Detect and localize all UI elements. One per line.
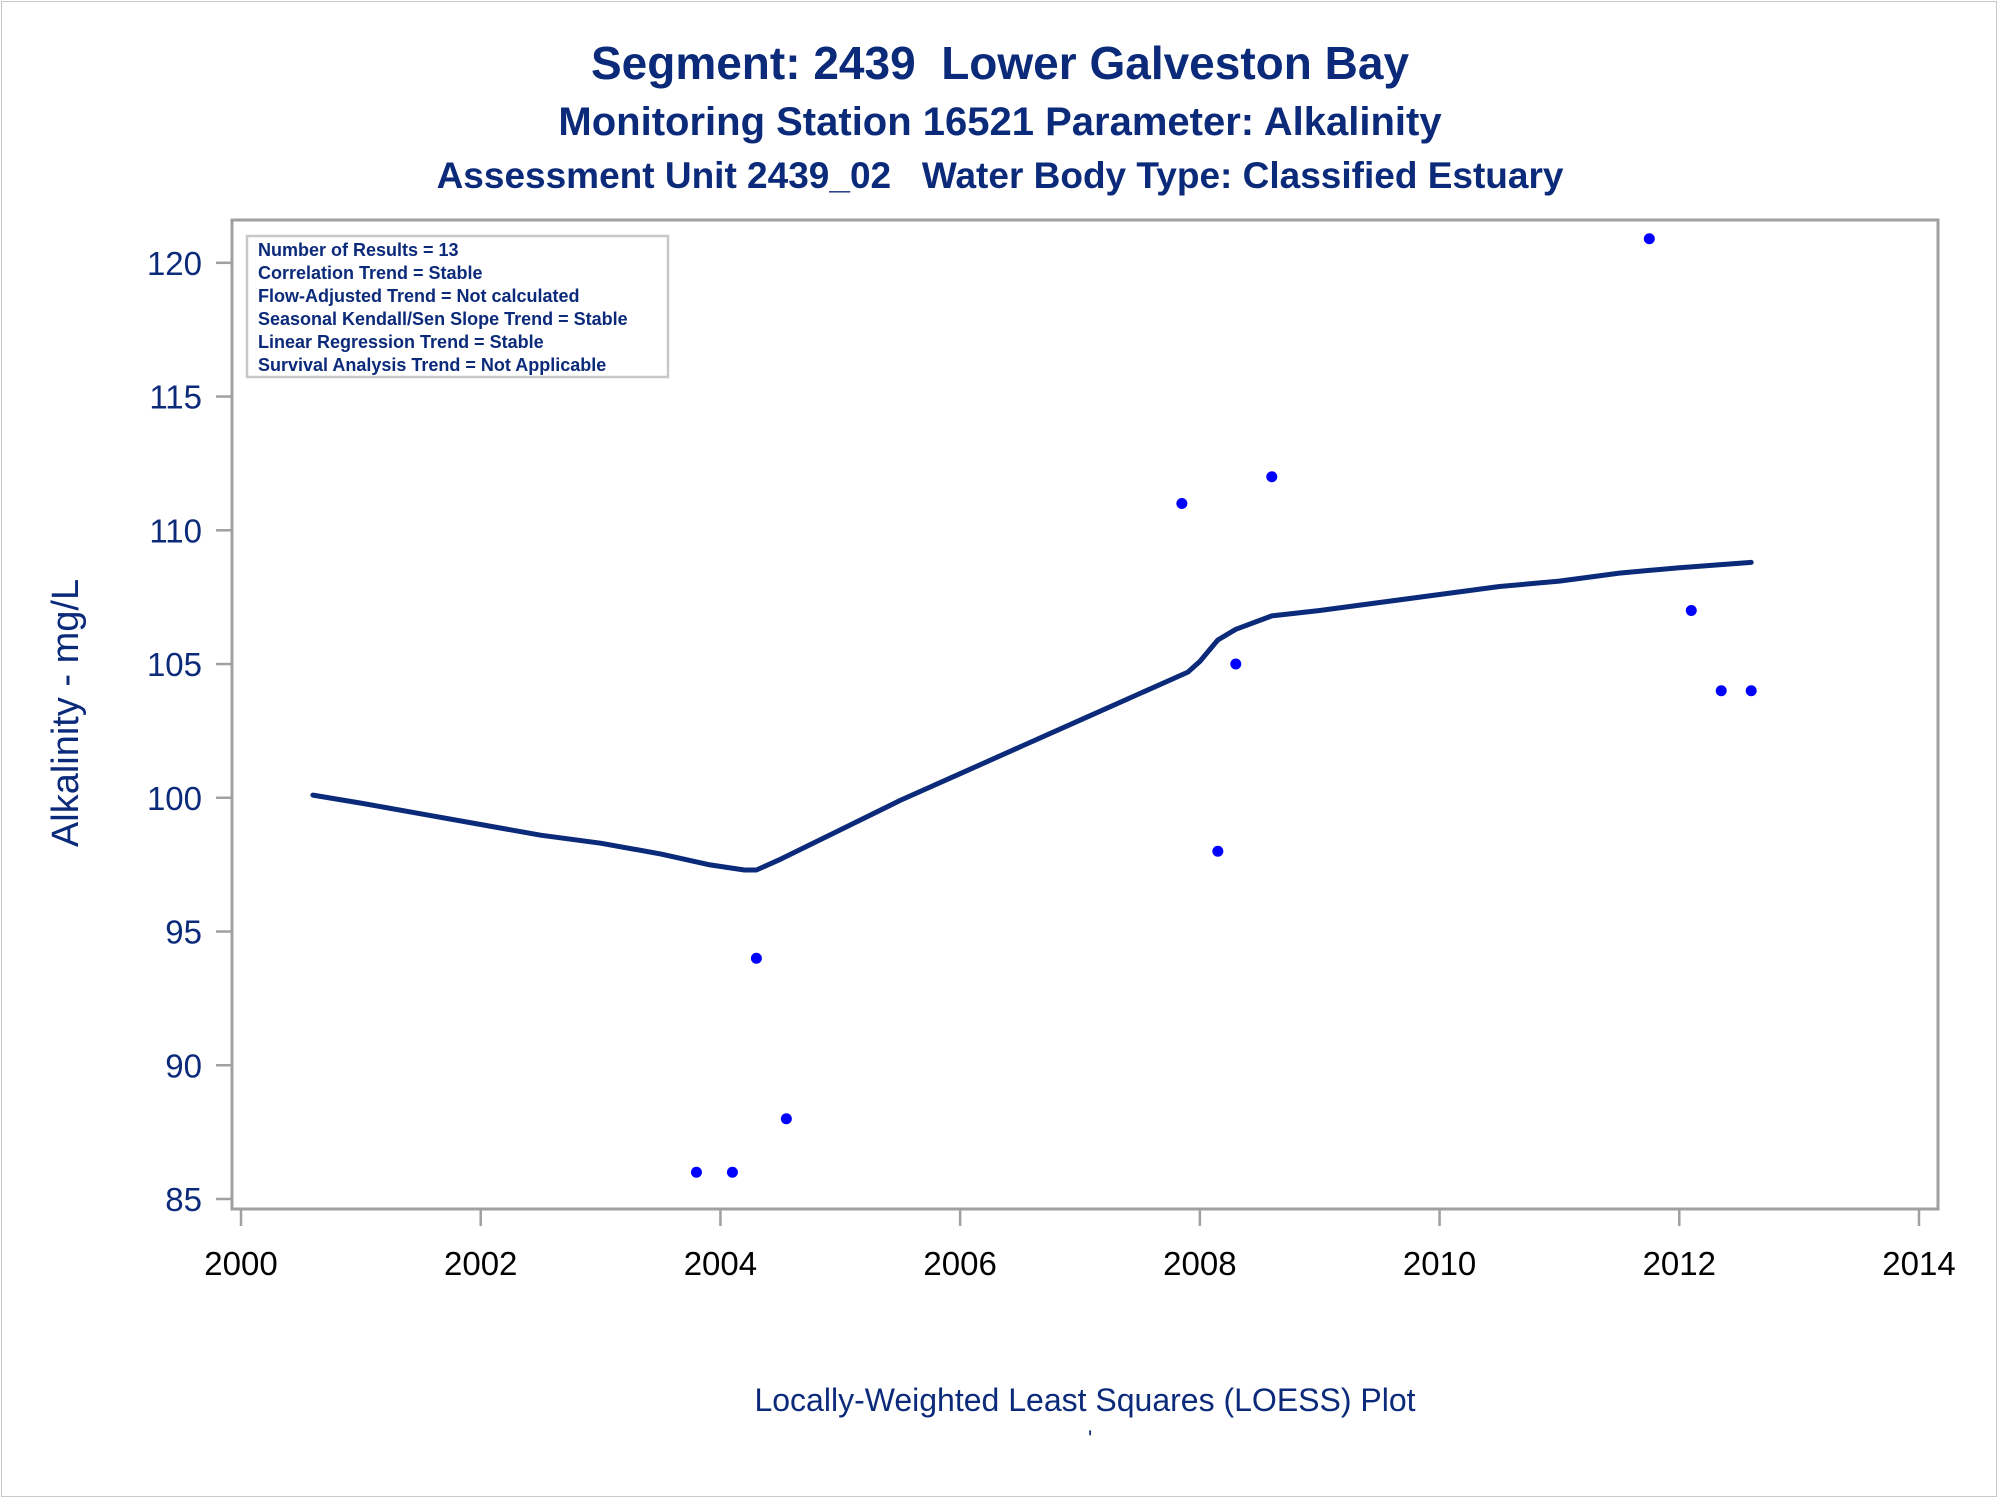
data-point xyxy=(1176,498,1188,510)
x-tick-label: 2010 xyxy=(1403,1245,1476,1282)
data-point xyxy=(1685,605,1697,617)
stats-line: Number of Results = 13 xyxy=(258,240,459,260)
footnote: Locally-Weighted Least Squares (LOESS) P… xyxy=(754,1382,1416,1418)
x-tick-label: 2002 xyxy=(444,1245,517,1282)
stats-line: Linear Regression Trend = Stable xyxy=(258,332,544,352)
y-tick-label: 120 xyxy=(147,245,202,282)
data-point xyxy=(1745,685,1757,697)
x-tick-label: 2006 xyxy=(923,1245,996,1282)
x-tick-label: 2014 xyxy=(1882,1245,1955,1282)
data-point xyxy=(1715,685,1727,697)
stats-line: Seasonal Kendall/Sen Slope Trend = Stabl… xyxy=(258,309,628,329)
x-tick-label: 2004 xyxy=(684,1245,757,1282)
data-point xyxy=(750,952,762,964)
stats-line: Flow-Adjusted Trend = Not calculated xyxy=(258,286,580,306)
y-axis-label: Alkalinity - mg/L xyxy=(45,579,87,847)
y-tick-label: 100 xyxy=(147,780,202,817)
x-axis: 2000 2002 2004 2006 2008 2010 2012 2014 xyxy=(204,1209,1956,1282)
y-tick-label: 105 xyxy=(147,646,202,683)
y-tick-label: 110 xyxy=(149,512,202,549)
stats-box: Number of Results = 13 Correlation Trend… xyxy=(245,234,670,379)
scatter-series xyxy=(307,233,1757,1178)
x-tick-label: 2000 xyxy=(204,1245,277,1282)
chart-subtitle-station: Monitoring Station 16521 Parameter: Alka… xyxy=(558,100,1442,144)
y-axis: 85 90 95 100 105 110 115 120 xyxy=(147,245,232,1218)
footnote-mark: ' xyxy=(1088,1426,1093,1451)
y-tick-label: 115 xyxy=(149,379,202,416)
stats-box-border xyxy=(245,234,670,379)
stats-line: Survival Analysis Trend = Not Applicable xyxy=(258,355,606,375)
data-point xyxy=(1230,658,1242,670)
data-point xyxy=(1212,845,1224,857)
stats-line: Correlation Trend = Stable xyxy=(258,263,483,283)
chart-title: Segment: 2439 Lower Galveston Bay xyxy=(590,37,1410,89)
loess-line xyxy=(310,559,1754,873)
data-point xyxy=(1266,471,1278,483)
data-point xyxy=(780,1113,792,1125)
x-tick-label: 2008 xyxy=(1163,1245,1236,1282)
y-tick-label: 95 xyxy=(165,914,202,951)
y-tick-label: 85 xyxy=(165,1181,202,1218)
data-point xyxy=(1643,233,1655,245)
x-tick-label: 2012 xyxy=(1643,1245,1716,1282)
loess-line-series xyxy=(310,559,1754,873)
data-point xyxy=(726,1166,738,1178)
data-point xyxy=(690,1166,702,1178)
chart-subtitle-assessment: Assessment Unit 2439_02 Water Body Type:… xyxy=(436,155,1564,196)
plot-area-border xyxy=(230,218,1940,1211)
y-tick-label: 90 xyxy=(165,1047,202,1084)
